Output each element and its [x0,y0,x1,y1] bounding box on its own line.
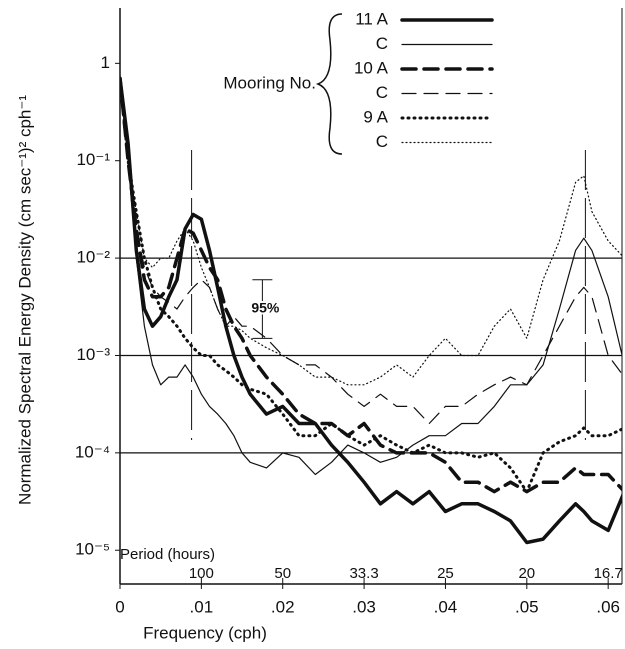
y-tick-label: 10⁻⁴ [75,442,110,461]
period-tick-label: 16.7 [594,565,623,582]
series-line [120,77,622,425]
y-axis-label: Normalized Spectral Energy Density (cm s… [15,95,34,505]
legend-label: 11 A [355,9,388,28]
series-line [120,76,622,545]
period-tick-label: 100 [189,565,214,582]
y-tick-label: 10⁻² [76,248,110,267]
x-axis-label: Frequency (cph) [143,623,267,642]
legend-label: C [376,83,388,102]
legend-label: 9 A [363,107,388,126]
error-label: 95% [251,300,280,316]
x-tick-label: .01 [190,597,214,616]
x-tick-label: .05 [515,597,539,616]
x-tick-label: .04 [434,597,458,616]
y-tick-label: 10⁻¹ [76,150,110,169]
series-line [120,76,622,494]
series-line [120,76,622,494]
x-tick-label: .02 [271,597,295,616]
period-axis-label: Period (hours) [120,546,215,563]
y-tick-label: 10⁻³ [76,345,110,364]
x-tick-label: 0 [115,597,124,616]
x-tick-label: .03 [352,597,376,616]
period-tick-label: 33.3 [349,565,378,582]
series-line [120,77,622,476]
legend-title: Mooring No. [223,73,316,92]
series-line [120,77,622,386]
y-tick-label: 10⁻⁵ [75,540,110,559]
period-tick-label: 20 [518,565,535,582]
legend-label: C [376,132,388,151]
period-tick-label: 50 [274,565,291,582]
legend-label: C [376,34,388,53]
period-tick-label: 25 [437,565,454,582]
legend-brace [315,13,343,155]
legend-label: 10 A [354,58,389,77]
x-tick-label: .06 [596,597,620,616]
y-tick-label: 1 [101,53,110,72]
